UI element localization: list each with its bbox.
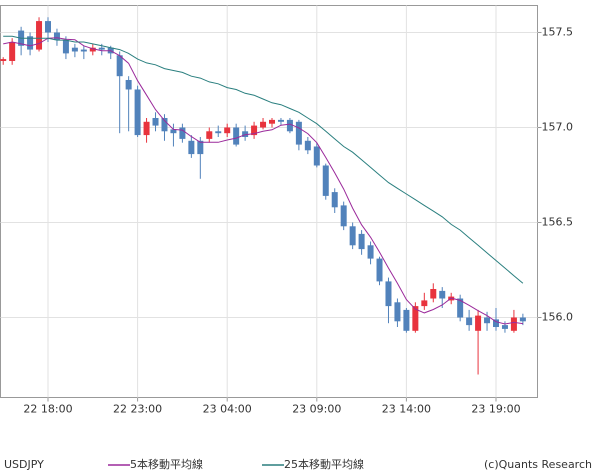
candle-body [430,289,437,299]
candle-body [340,205,347,227]
x-tick-label: 22 18:00 [23,403,72,416]
candle-body [152,117,159,126]
candle-body [475,315,482,331]
candle-body [134,89,141,136]
candle-body [215,131,222,134]
x-tick-label: 23 19:00 [471,403,520,416]
candle-body [242,131,249,137]
candle-body [331,192,338,208]
ma-line [3,35,524,284]
x-tick-label: 22 23:00 [113,403,162,416]
candle-body [358,233,365,250]
symbol-label: USDJPY [4,458,44,471]
candle-body [394,302,401,322]
candle-body [304,140,311,151]
candle-body [376,258,383,282]
candle-body [224,127,231,134]
y-tick-label: 157.5 [542,25,574,38]
candle-body [260,121,267,128]
candle-body [27,36,34,50]
x-tick-label: 23 14:00 [382,403,431,416]
candle-body [403,309,410,331]
candle-body [80,49,87,52]
candle-body [206,131,213,139]
candle-body [188,140,195,155]
x-tick-label: 23 04:00 [203,403,252,416]
candle-body [125,79,132,90]
candle-body [98,47,105,50]
credit: (c)Quants Research [484,458,592,471]
candle-body [116,55,123,77]
candle-body [385,281,392,307]
candle-body [277,119,284,122]
candle-body [493,319,499,328]
candle-body [421,300,428,307]
candle-body [161,117,168,132]
y-tick-label: 156.5 [542,215,574,228]
candle-body [349,226,356,246]
candle-body [251,125,258,136]
candle-body [510,317,517,331]
candle-body [439,290,446,299]
candle-body [286,119,293,132]
candle-body [322,165,329,196]
y-tick-label: 157.0 [542,120,574,133]
legend-label: 5本移動平均線 [130,457,203,471]
candle-body [89,47,96,52]
candle-body [71,47,78,52]
candle-body [62,40,69,54]
candle-body [269,119,275,124]
candle-body [233,127,240,145]
legend-label: 25本移動平均線 [284,457,364,471]
plot-frame [0,5,538,398]
candle-body [484,317,491,324]
candle-body [197,140,204,155]
candle-body [36,21,43,50]
candle-body [45,21,51,33]
candle-body [0,59,7,61]
candle-body [519,317,526,322]
candle-body [170,129,177,134]
candle-body [179,127,186,139]
candle-body [367,245,374,259]
candle-body [412,306,419,331]
candle-body [466,317,473,326]
ma-line [3,37,523,325]
candle-body [143,121,150,136]
candle-body [295,121,302,145]
candle-body [9,41,16,61]
candle-body [501,325,508,329]
y-tick-label: 156.0 [542,311,574,324]
candle-body [53,32,60,41]
candle-body [313,146,320,166]
x-tick-label: 23 09:00 [292,403,341,416]
candle-body [457,298,464,318]
